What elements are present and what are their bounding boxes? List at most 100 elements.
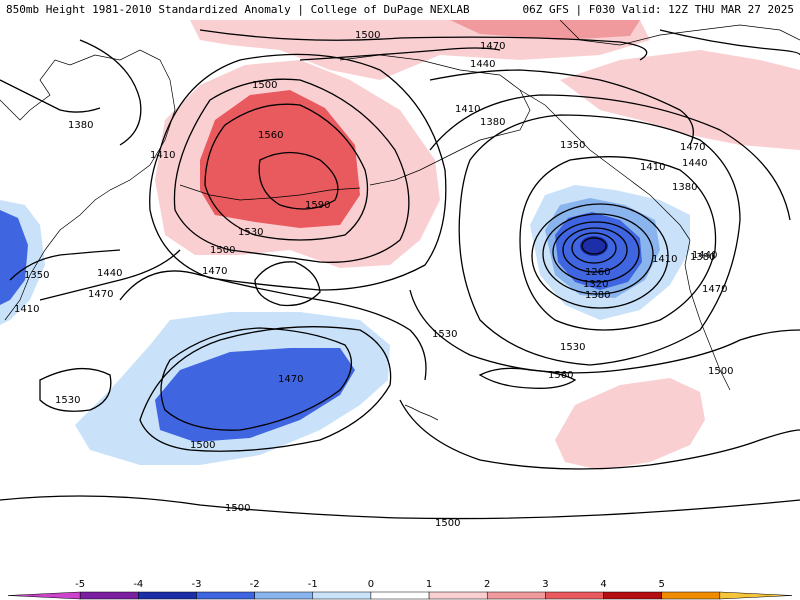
contour-label: 1380 (585, 290, 610, 301)
contour-line (429, 69, 694, 146)
colorbar-tick-label: 0 (368, 579, 374, 590)
colorbar-swatch (7, 591, 81, 600)
colorbar-tick-labels: -5 -4 -3 -2 -1 0 1 2 3 4 5 (75, 579, 665, 590)
coastline-west-us (684, 239, 731, 391)
positive-anomaly-north-core (450, 20, 640, 40)
contour-ring (562, 227, 628, 273)
colorbar-tick-label: -4 (133, 579, 143, 590)
contour-label: 1440 (470, 59, 495, 70)
colorbar-swatch (254, 591, 314, 600)
anomaly-map: 1500 1470 1440 1410 1380 1350 1380 1410 … (0, 20, 800, 575)
colorbar-swatch (196, 591, 255, 600)
contour-line (458, 114, 741, 366)
colorbar-swatch (138, 591, 197, 600)
hawaii-islands (404, 404, 439, 421)
contour-line (39, 367, 112, 412)
contour-label: 1470 (702, 284, 727, 295)
contour-label: 1440 (97, 268, 122, 279)
coastline-asia (0, 49, 176, 321)
positive-anomaly-northeast (560, 50, 800, 150)
contour-line (79, 39, 142, 146)
colorbar-swatch (486, 591, 546, 600)
colorbar-tick-label: 5 (659, 579, 665, 590)
contour-label: 1470 (680, 142, 705, 153)
colorbar-tick-label: 4 (600, 579, 606, 590)
contour-label: 1380 (480, 117, 505, 128)
contour-label: 1500 (252, 80, 277, 91)
colorbar-tick-label: -2 (250, 579, 260, 590)
contour-label: 1590 (305, 200, 330, 211)
colorbar-tick-label: 2 (484, 579, 490, 590)
coastline-alaska (339, 54, 531, 186)
contour-line (0, 495, 800, 520)
contour-label: 1440 (692, 250, 717, 261)
contour-line (409, 289, 800, 374)
contour-label: 1410 (14, 304, 39, 315)
contour-line (258, 151, 339, 210)
contour-line (254, 261, 321, 307)
colorbar-swatch (545, 591, 604, 600)
contour-label: 1350 (560, 140, 585, 151)
contour-label: 1470 (88, 289, 113, 300)
contour-label: 1320 (583, 279, 608, 290)
contour-ring (542, 213, 654, 295)
contour-line (119, 270, 427, 381)
anomaly-shading (0, 20, 800, 470)
colorbar-swatch (428, 591, 488, 600)
coastline-canada-interior (559, 20, 800, 46)
contour-label: 1560 (548, 370, 573, 381)
contour-label: 1530 (432, 329, 457, 340)
contour-label: 1470 (480, 41, 505, 52)
contour-label: 1530 (238, 227, 263, 238)
contour-label: 1470 (202, 266, 227, 277)
contour-ring (581, 237, 607, 255)
contour-label: 1410 (150, 150, 175, 161)
positive-anomaly-southeast (555, 378, 705, 470)
contour-ring (571, 232, 617, 264)
negative-anomaly-low-center (580, 236, 608, 256)
colorbar-swatch (370, 591, 430, 600)
contour-line (0, 79, 101, 113)
contour-line (429, 94, 791, 221)
contour-label: 1560 (258, 130, 283, 141)
contour-label: 1410 (640, 162, 665, 173)
contour-label: 1500 (210, 245, 235, 256)
colorbar-tick-label: 3 (542, 579, 548, 590)
contour-line (39, 249, 181, 301)
colorbar-tick-label: -5 (75, 579, 85, 590)
contour-label: 1530 (560, 342, 585, 353)
contour-line (399, 399, 800, 470)
contour-line (659, 29, 800, 56)
height-contours (0, 29, 800, 520)
colorbar-swatch (79, 591, 139, 600)
contour-label: 1380 (68, 120, 93, 131)
positive-anomaly-bering-core (200, 90, 360, 228)
contour-label: 1500 (435, 518, 460, 529)
contour-label: 1500 (708, 366, 733, 377)
colorbar-swatch (719, 591, 793, 600)
contour-line (173, 78, 410, 263)
contour-label: 1380 (690, 252, 715, 263)
map-header: 850mb Height 1981-2010 Standardized Anom… (0, 0, 800, 20)
contour-label: 1500 (355, 30, 380, 41)
negative-anomaly-west-core (0, 210, 28, 305)
contour-line (9, 249, 121, 281)
contour-line (139, 326, 392, 452)
contour-label: 1440 (682, 158, 707, 169)
colorbar-tick-label: -3 (191, 579, 201, 590)
contour-label: 1500 (225, 503, 250, 514)
contour-line (199, 29, 648, 61)
colorbar-swatch (603, 591, 662, 600)
contour-label: 1380 (672, 182, 697, 193)
colorbar-tick-label: -1 (308, 579, 318, 590)
contour-line (149, 53, 447, 291)
map-title: 850mb Height 1981-2010 Standardized Anom… (6, 3, 470, 16)
contour-label: 1470 (278, 374, 303, 385)
contour-label: 1500 (190, 440, 215, 451)
contour-ring (552, 221, 640, 283)
contour-line (160, 327, 352, 431)
contour-line (519, 156, 717, 331)
colorbar-swatches (7, 591, 793, 600)
contour-label: 1350 (24, 270, 49, 281)
contour-ring (531, 203, 669, 309)
